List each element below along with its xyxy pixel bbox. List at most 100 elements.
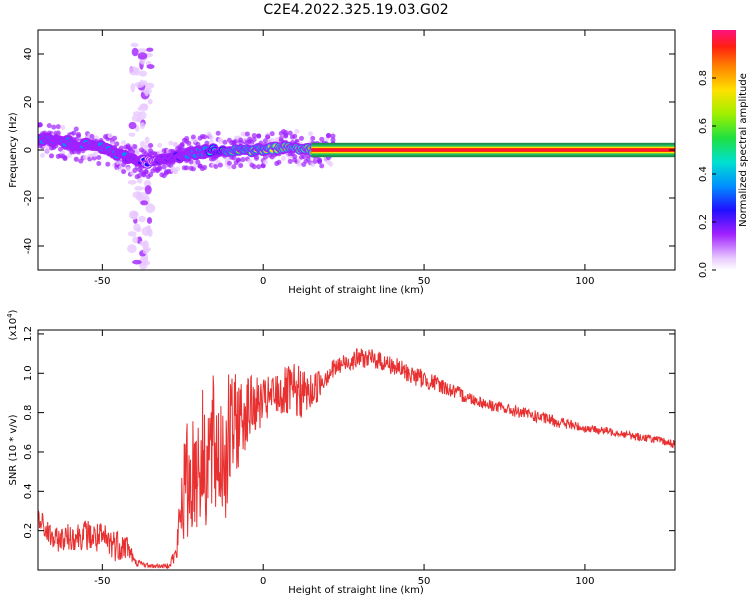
spectrogram-cell [330, 137, 336, 143]
spectrogram-cell [312, 158, 318, 164]
y-tick-label: -40 [23, 238, 34, 254]
spectrogram-cell [317, 157, 323, 163]
spectrogram-cell [294, 128, 300, 134]
spectrogram-cell [107, 133, 113, 139]
colorbar-tick-label: 0.2 [698, 214, 709, 230]
x-tick-label: 50 [418, 576, 431, 587]
spectrogram-axes: -50 0 50 100 -40 -20 0 20 40 [23, 30, 675, 287]
spectrogram-cell [148, 142, 154, 148]
snr-frame [37, 329, 676, 571]
snr-axes: -50 0 50 100 0.2 0.4 0.6 0.8 1.0 1.2 [23, 326, 675, 587]
snr-series-line [38, 348, 675, 570]
spectrogram-cell [40, 152, 46, 158]
spectrogram-cell [139, 103, 149, 112]
spectrogram-cell [202, 134, 208, 140]
spectrogram-cell [269, 131, 275, 137]
spectrogram-cell [46, 123, 52, 129]
spectrogram-cell [235, 157, 241, 163]
colorbar-label: Normalized spectral amplitude [738, 73, 749, 227]
spectrogram-cell [226, 160, 232, 166]
spectrogram-cell [71, 130, 77, 136]
spectrogram-cell [161, 164, 167, 170]
spectrogram-cell [62, 156, 68, 162]
spectrogram-cell [60, 124, 66, 130]
spectrogram-cell [256, 164, 262, 170]
y-tick-label: 40 [23, 48, 34, 61]
spectrogram-cell [137, 52, 148, 60]
spectrogram-cell [144, 88, 149, 97]
spectrogram-cell [287, 159, 293, 165]
colorbar-tick-label: 0.4 [698, 166, 709, 182]
spectrogram-cell [168, 140, 174, 146]
spectrogram-cell [202, 164, 208, 170]
snr-ylabel: SNR (10 * v/v) [8, 414, 19, 485]
figure-title: C2E4.2022.325.19.03.G02 [263, 2, 448, 18]
spectrogram-cell [251, 164, 257, 170]
spectrogram-cell [144, 136, 150, 145]
spectrogram-cell [137, 48, 147, 53]
spectrogram-cell [326, 132, 332, 138]
snr-xlabel: Height of straight line (km) [288, 585, 424, 596]
y-tick-label: 0 [23, 147, 34, 153]
spectrogram-cell [143, 169, 149, 175]
spectrogram-cell [130, 42, 139, 48]
spectrogram-cell [139, 79, 145, 86]
colorbar-tick-label: 0.0 [698, 262, 709, 278]
spectrogram-cell [298, 135, 304, 141]
x-tick-label: 0 [260, 276, 266, 287]
y-tick-label: 20 [23, 96, 34, 109]
spectrogram-cell [269, 137, 275, 143]
spectrogram-cell [130, 149, 136, 155]
snr-panel: -50 0 50 100 0.2 0.4 0.6 0.8 1.0 1.2 Height of st… [6, 309, 676, 596]
spectrogram-cell [132, 236, 139, 244]
x-tick-label: 100 [575, 276, 594, 287]
spectrogram-cell [319, 136, 325, 142]
spectrogram-cell [96, 161, 102, 167]
spectrogram-cell [330, 133, 336, 139]
spectrogram-cell [222, 139, 228, 145]
spectrogram-cell [139, 140, 146, 148]
spectrogram-cell [147, 98, 153, 105]
spectrogram-cell [287, 130, 293, 136]
spectrogram-cell [172, 142, 178, 148]
spectrogram-cell [251, 133, 257, 139]
spectrogram-cell [283, 132, 289, 138]
spectrogram-cell [138, 215, 146, 223]
spectrogram-cell [131, 114, 141, 122]
spectrogram-cell [130, 82, 136, 93]
spectrogram-cell [213, 163, 219, 169]
spectrogram-cell [215, 130, 221, 136]
x-tick-label: 50 [418, 276, 431, 287]
spectrogram-cell [146, 217, 153, 224]
spectrogram-cell [301, 154, 307, 160]
spectrogram-cell [127, 244, 137, 254]
spectrogram-cell [73, 126, 79, 132]
spectrogram-cell [94, 135, 100, 141]
spectrogram-cell [67, 153, 73, 159]
spectrogram-cell [276, 159, 282, 165]
spectrogram-cell [132, 144, 138, 150]
x-tick-label: 0 [260, 576, 266, 587]
spectrogram-cell [238, 163, 244, 169]
spectrogram-cell [240, 157, 246, 163]
spectrogram-cell [132, 111, 142, 116]
spectrogram-cell [55, 124, 61, 130]
spectrogram-cell [38, 122, 43, 128]
spectrogram-cell [278, 135, 284, 141]
spectrogram-cell [131, 211, 137, 216]
spectrogram-cell [132, 259, 142, 265]
spectrogram-cell [143, 179, 152, 187]
spectrogram-cell [262, 159, 268, 165]
x-tick-label: 100 [575, 576, 594, 587]
spectrogram-cell [238, 139, 244, 145]
colorbar: 0.0 0.2 0.4 0.6 0.8 Normalized spectral ampl… [698, 30, 749, 278]
spectrogram-cell [184, 165, 190, 171]
spectrogram-cell [319, 163, 325, 169]
spectrogram-cell [136, 173, 142, 179]
spectrogram-cell [292, 133, 298, 139]
spectrogram-cell [262, 138, 268, 144]
spectrogram-cell [133, 223, 141, 232]
y-tick-label: -20 [23, 190, 34, 206]
spectrogram-cell [193, 138, 199, 144]
